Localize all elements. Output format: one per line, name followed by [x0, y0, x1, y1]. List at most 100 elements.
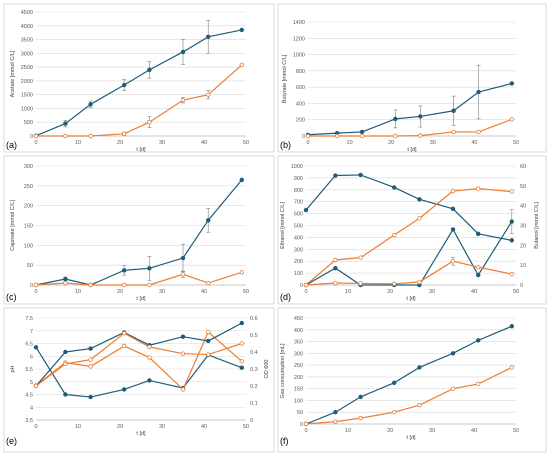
x-tick-label: 0	[34, 424, 37, 430]
x-tick-label: 10	[75, 140, 81, 146]
data-point	[180, 97, 186, 103]
series-line	[305, 366, 513, 425]
y-tick-label: 50	[297, 410, 303, 416]
x-tick-label: 20	[117, 424, 123, 430]
y-tick-label: 4	[30, 405, 33, 411]
x-tick-label: 30	[159, 140, 165, 146]
y-tick-label: 900	[294, 176, 303, 182]
x-tick-label: 10	[347, 140, 353, 146]
y-tick-label: 600	[294, 212, 303, 218]
data-point	[476, 381, 481, 387]
data-point	[393, 116, 398, 122]
data-point	[450, 188, 456, 194]
data-point	[239, 177, 244, 183]
data-point	[147, 120, 152, 125]
data-point	[417, 365, 422, 370]
data-point	[451, 129, 456, 135]
x-tick-label: 40	[471, 289, 477, 295]
y-tick-label: 300	[294, 351, 303, 357]
x-tick-label: 20	[387, 428, 393, 434]
data-point	[239, 359, 244, 364]
x-tick-label: 20	[387, 289, 393, 295]
x-tick-label: 10	[345, 289, 351, 295]
x-tick-label: 0	[304, 428, 307, 434]
y-axis-label: Ethanol [mmol C/L]	[280, 202, 286, 249]
y-tick-label: 4.5	[25, 393, 33, 399]
data-point	[239, 270, 244, 275]
data-point	[63, 121, 68, 126]
x-tick-label: 20	[117, 289, 123, 295]
data-point	[450, 206, 456, 212]
data-point	[417, 402, 422, 408]
x-tick-label: 50	[513, 289, 519, 295]
x-tick-label: 40	[471, 428, 477, 434]
data-point	[333, 265, 338, 271]
data-point	[180, 49, 186, 55]
data-point	[147, 355, 152, 360]
panel-e: 3.5 4 4.5 5 5.5 6 6.5 7 7.5 0 0.1 0.2 0.3 0.4 0.5 0.6 0 1…	[3, 307, 275, 453]
data-point	[88, 346, 93, 351]
x-tick-label: 50	[243, 140, 249, 146]
data-point	[358, 281, 363, 286]
data-point	[417, 279, 422, 285]
series-line	[305, 188, 512, 286]
data-point	[147, 282, 152, 288]
y-tick-label: 200	[24, 204, 33, 210]
data-point	[509, 117, 515, 122]
y-tick-label: 2000	[21, 79, 33, 85]
data-point	[205, 92, 211, 97]
data-point	[393, 133, 398, 139]
x-tick-label: 10	[75, 424, 81, 430]
data-point	[392, 232, 397, 238]
data-point	[180, 334, 186, 339]
data-point	[509, 219, 514, 224]
x-tick-label: 10	[75, 289, 81, 295]
data-point	[121, 331, 127, 336]
y-tick-label: 1400	[293, 20, 305, 26]
series-line	[35, 179, 243, 286]
panel-label: (f)	[280, 436, 289, 446]
data-point	[147, 378, 152, 383]
y-tick-label: 6.5	[25, 342, 33, 348]
data-point	[239, 341, 244, 346]
data-point	[121, 131, 127, 136]
y2-tick-label: 0.2	[250, 384, 258, 390]
y-axis-label: Caproate [mmol C/L]	[10, 200, 16, 251]
data-point	[359, 133, 365, 139]
x-axis-label: t [d]	[136, 147, 146, 153]
y2-tick-label: 0.3	[250, 367, 258, 373]
x-tick-label: 30	[429, 428, 435, 434]
data-point	[450, 259, 456, 264]
series-line	[35, 347, 243, 398]
data-point	[333, 410, 338, 415]
data-point	[451, 108, 456, 113]
x-tick-label: 40	[201, 289, 207, 295]
x-tick-label: 50	[513, 140, 519, 146]
series-line	[36, 64, 243, 137]
x-tick-label: 40	[201, 424, 207, 430]
y-tick-label: 3000	[21, 51, 33, 57]
y-tick-label: 7.5	[25, 316, 33, 322]
y-tick-label: 350	[294, 340, 303, 346]
data-point	[509, 365, 514, 370]
x-tick-label: 50	[243, 424, 249, 430]
y-tick-label: 500	[24, 120, 33, 126]
data-point	[205, 352, 211, 357]
y-tick-label: 600	[296, 85, 305, 91]
series-line	[305, 221, 513, 286]
x-tick-label: 30	[159, 424, 165, 430]
data-point	[418, 114, 423, 119]
data-point	[63, 276, 68, 282]
panel-a: 0 500 1000 1500 2000 2500 3000 3500 4000 4500 0 10 2…	[3, 3, 275, 153]
y-axis-label: pH	[10, 365, 16, 372]
y-tick-label: 0	[30, 283, 33, 289]
y2-tick-label: 0.5	[250, 333, 258, 339]
data-point	[476, 129, 481, 135]
y2-tick-label: 30	[520, 224, 526, 230]
data-point	[333, 257, 338, 263]
data-point	[509, 81, 515, 86]
data-point	[476, 231, 481, 237]
y-tick-label: 1000	[21, 106, 33, 112]
y-tick-label: 5.5	[25, 367, 33, 373]
y2-axis-label: Butanol [mmol C/L]	[534, 202, 540, 249]
